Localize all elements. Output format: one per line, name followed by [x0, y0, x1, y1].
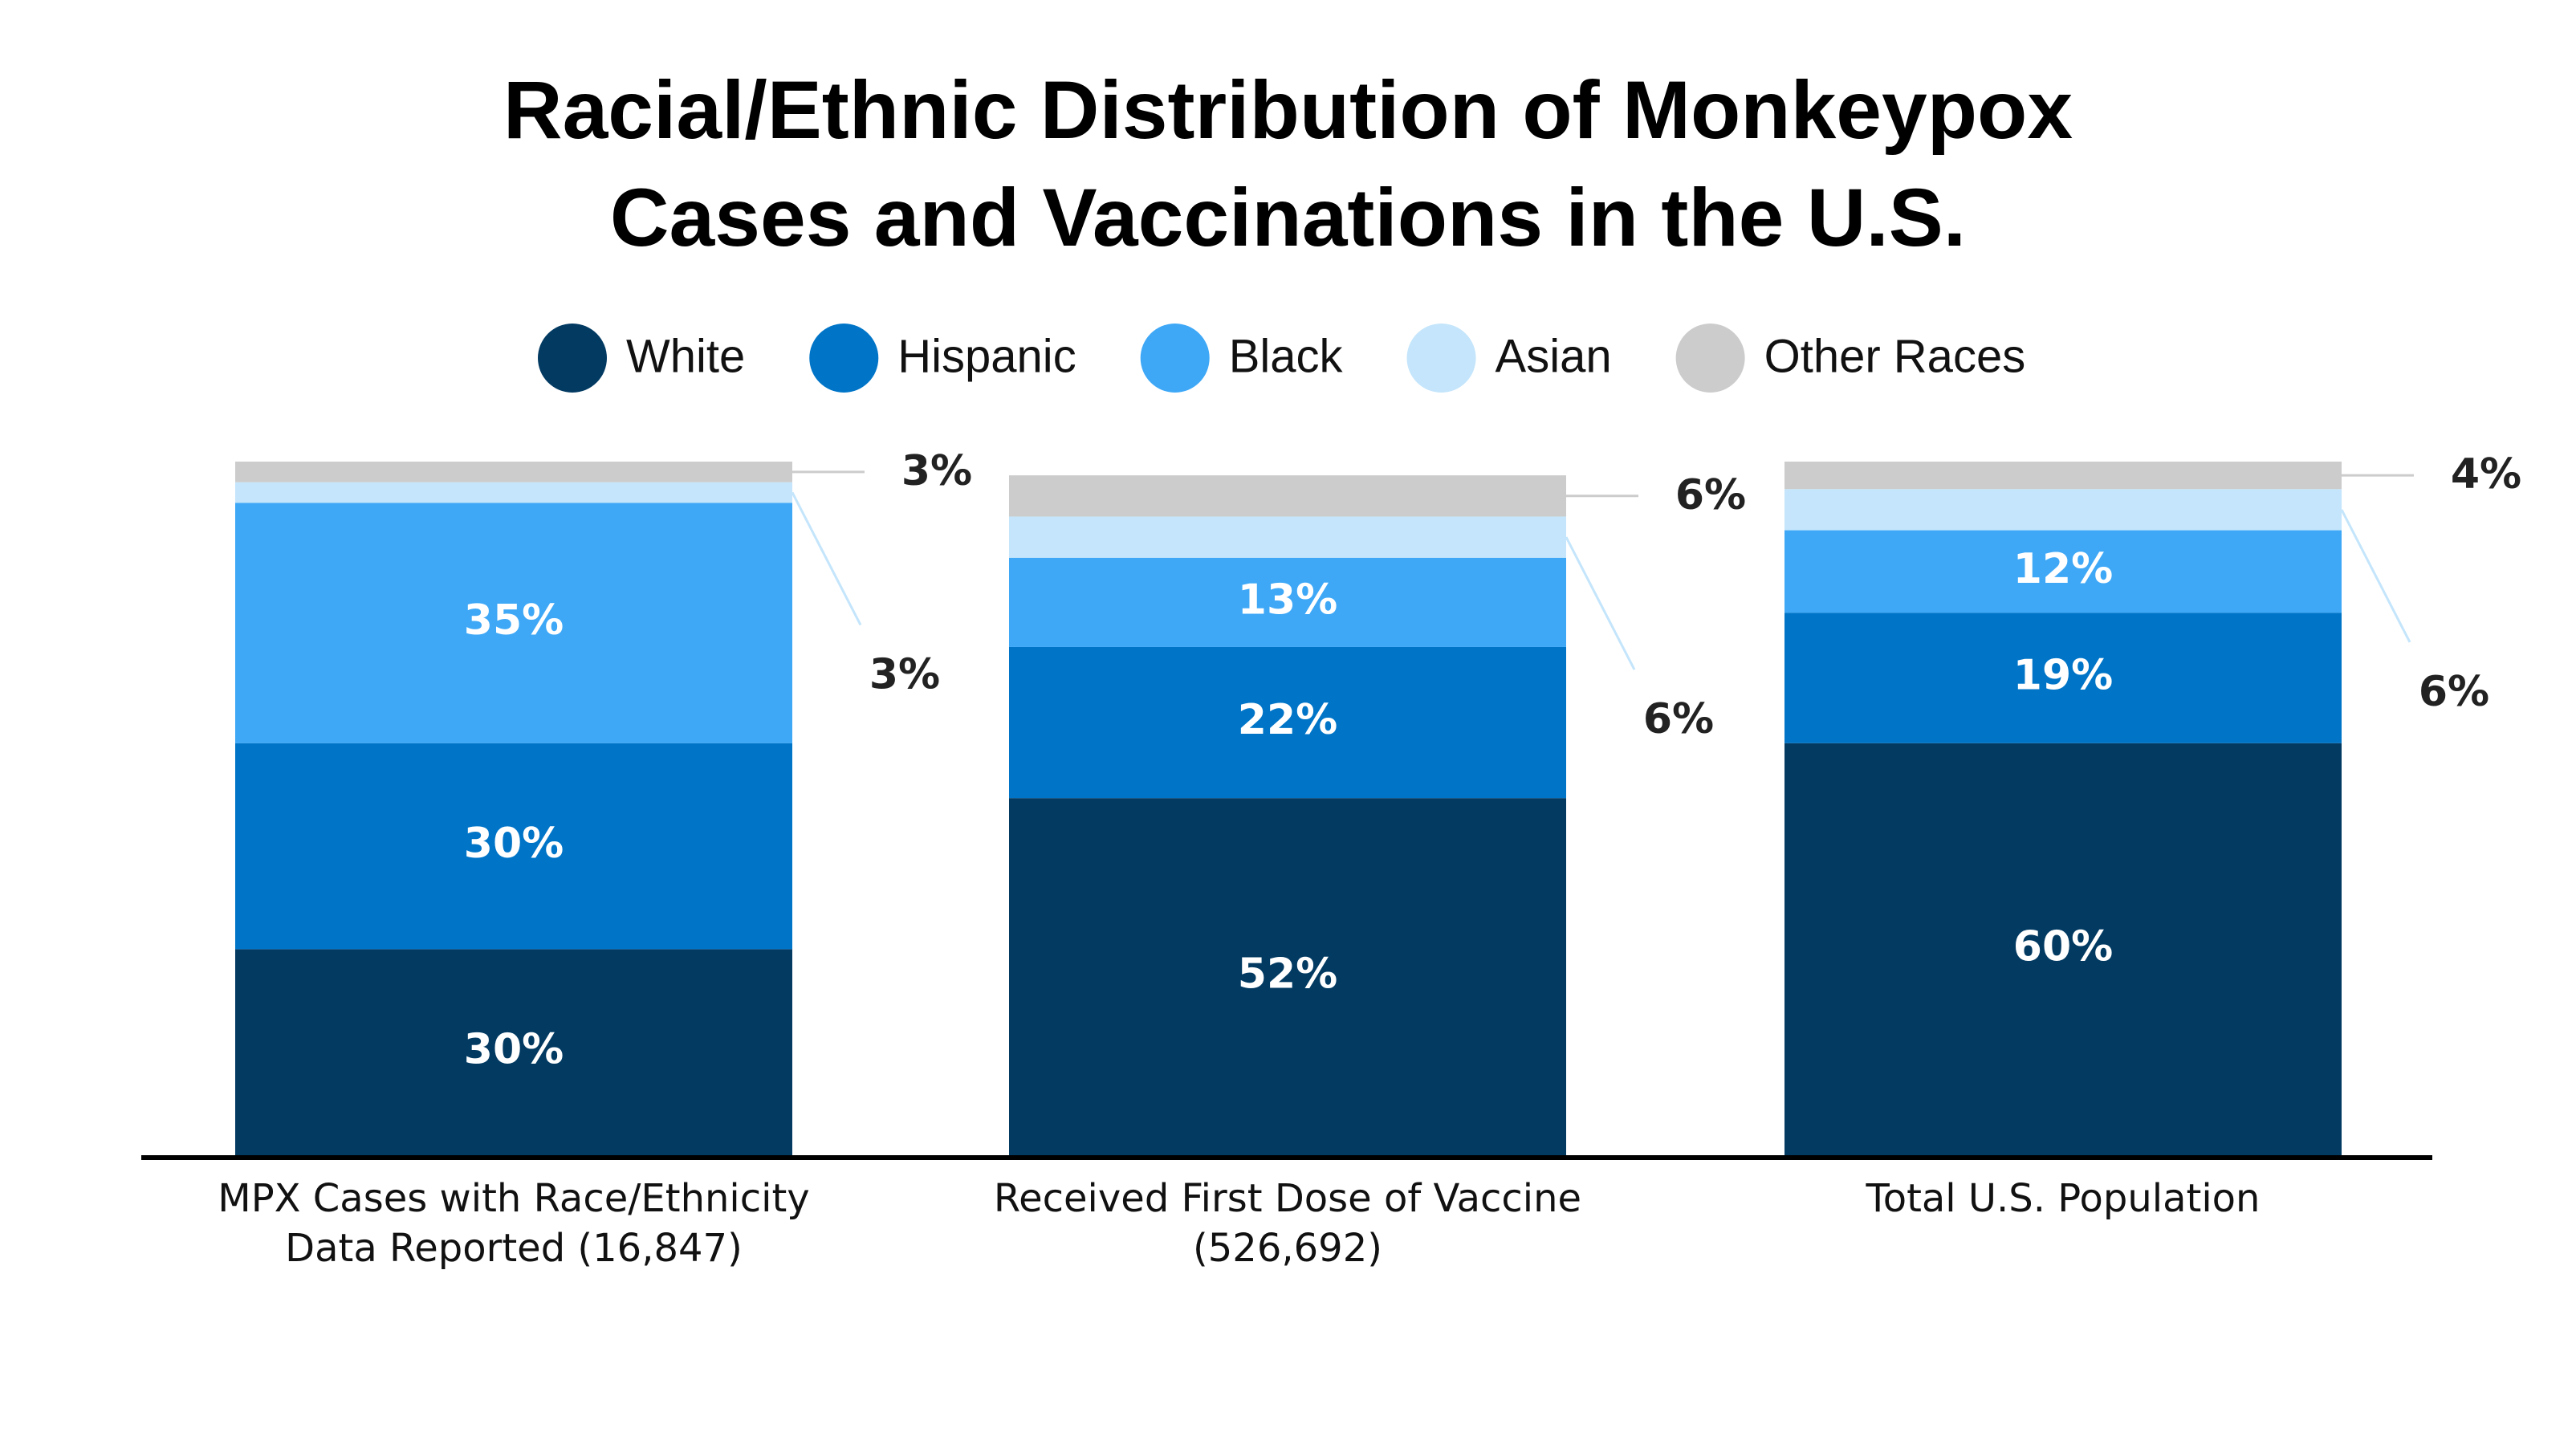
bar-segment [235, 482, 792, 503]
value-label: 3% [869, 650, 940, 698]
bar-segment [235, 949, 792, 1155]
legend-label: Asian [1496, 330, 1612, 382]
value-label: 6% [2419, 668, 2489, 716]
bar-segment [1784, 489, 2342, 531]
bar-segment [235, 462, 792, 482]
value-label: 30% [464, 1026, 564, 1074]
value-label: 35% [464, 596, 564, 645]
value-label: 60% [2013, 922, 2113, 971]
leader-line [1565, 536, 1636, 670]
bar-segment [1784, 743, 2342, 1155]
bar-segment [235, 503, 792, 743]
bar-segment [1784, 462, 2342, 490]
value-label: 12% [2013, 545, 2113, 593]
legend-label: White [626, 330, 745, 382]
value-label: 22% [1238, 696, 1337, 744]
legend-swatch [1140, 324, 1210, 393]
title-box: Racial/Ethnic Distribution of Monkeypox … [503, 64, 2073, 263]
value-label: 4% [2451, 450, 2521, 499]
bar-segment [1009, 557, 1566, 647]
legend-label: Other Races [1764, 330, 2026, 382]
chart-title: Racial/Ethnic Distribution of Monkeypox … [503, 64, 2073, 263]
value-label: 13% [1238, 576, 1337, 624]
bar-segment [1009, 475, 1566, 517]
value-label: 6% [1675, 471, 1746, 519]
legend-swatch [1406, 324, 1476, 393]
bar-segment [1784, 613, 2342, 743]
value-label: 52% [1238, 950, 1337, 999]
value-label: 3% [901, 447, 972, 495]
category-label: Received First Dose of Vaccine (526,692) [993, 1176, 1582, 1271]
legend-swatch [1675, 324, 1745, 393]
leader-line [791, 491, 862, 626]
leader-line [2340, 509, 2411, 643]
bar-segment [1009, 516, 1566, 558]
bar-segment [235, 743, 792, 950]
legend-swatch [538, 324, 607, 393]
category-label: Total U.S. Population [1866, 1176, 2261, 1221]
bar-segment [1009, 798, 1566, 1155]
category-label: MPX Cases with Race/Ethnicity Data Repor… [218, 1176, 810, 1271]
bar-segment [1784, 530, 2342, 613]
value-label: 30% [464, 820, 564, 868]
bar-segment [1009, 646, 1566, 799]
value-label: 6% [1643, 695, 1714, 743]
legend-label: Black [1229, 330, 1344, 382]
value-label: 19% [2013, 651, 2113, 699]
legend-swatch [809, 324, 879, 393]
legend-label: Hispanic [897, 330, 1076, 382]
